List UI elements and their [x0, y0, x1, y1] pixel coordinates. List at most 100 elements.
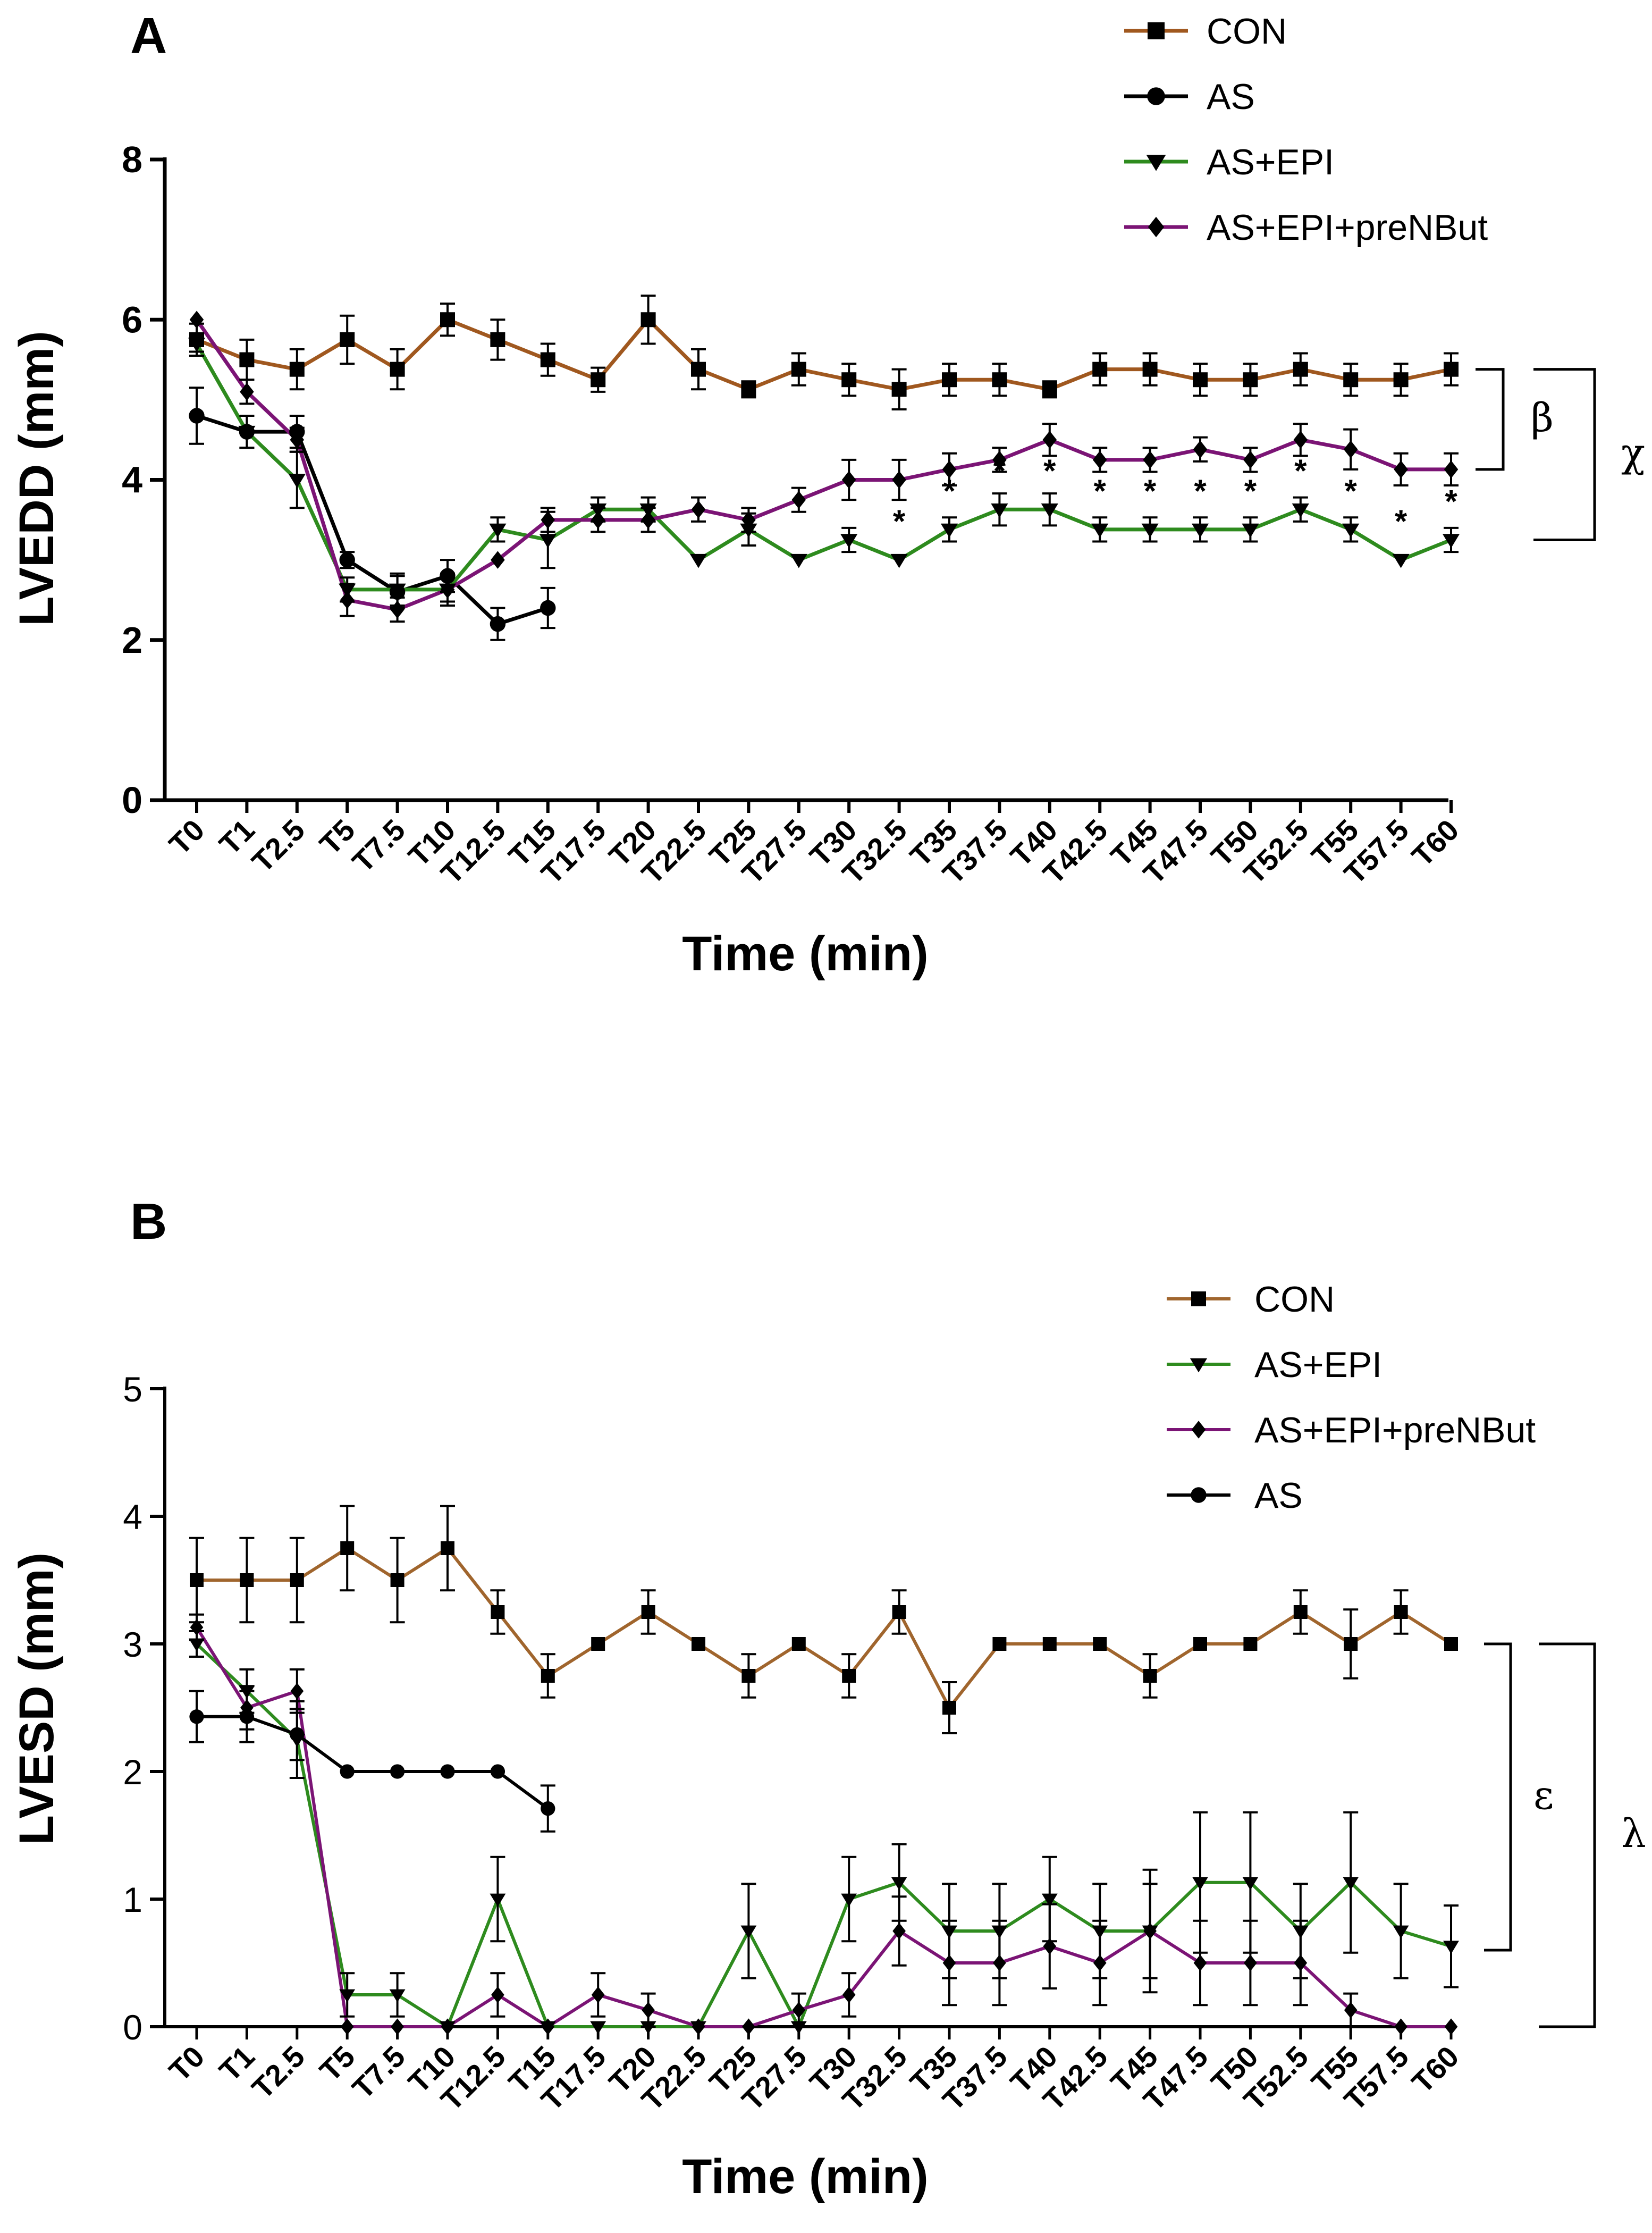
significance-star: *	[943, 473, 956, 509]
data-point	[339, 552, 355, 568]
data-point	[691, 500, 706, 519]
data-point	[1042, 1637, 1057, 1651]
significance-star: *	[893, 503, 906, 539]
significance-star: *	[1244, 473, 1257, 509]
data-point	[1343, 440, 1358, 459]
data-point	[1294, 1954, 1308, 1971]
x-tick-label: T2.5	[245, 2039, 311, 2105]
series-line-as	[197, 1715, 549, 1810]
legend-label: AS	[1207, 77, 1255, 117]
series-line-as-epi-prenbut	[195, 1626, 1451, 2028]
data-point	[689, 553, 707, 568]
data-point	[1193, 1637, 1207, 1651]
data-point	[1293, 1605, 1308, 1619]
data-point	[1042, 382, 1057, 397]
data-point	[590, 2021, 606, 2035]
data-point	[290, 1683, 304, 1700]
data-point	[741, 1669, 756, 1683]
data-point	[1092, 451, 1107, 469]
data-point	[842, 1669, 856, 1683]
data-point	[190, 1619, 204, 1636]
legend-marker	[1148, 216, 1165, 238]
legend-label: AS+EPI+preNBut	[1254, 1410, 1536, 1450]
data-point	[791, 491, 806, 509]
significance-star: *	[1445, 483, 1457, 519]
y-tick-label: 5	[123, 1370, 142, 1409]
data-point	[390, 600, 404, 619]
data-point	[340, 2018, 354, 2035]
significance-star: *	[1294, 453, 1307, 489]
data-point	[691, 362, 706, 377]
data-point	[642, 2002, 655, 2019]
data-point	[1243, 1637, 1258, 1651]
data-point	[791, 1637, 806, 1651]
data-point	[340, 1541, 355, 1555]
legend-label: CON	[1254, 1279, 1335, 1320]
data-point	[892, 471, 906, 489]
y-axis-title-b: LVESD (mm)	[10, 1552, 64, 1845]
data-point	[1293, 362, 1308, 377]
data-point	[391, 2018, 404, 2035]
series-line-as	[196, 414, 549, 626]
data-point	[491, 551, 505, 569]
data-point	[240, 1699, 254, 1716]
data-point	[1443, 1941, 1459, 1954]
data-point	[1143, 1669, 1157, 1683]
data-point	[589, 503, 607, 518]
data-point	[1444, 362, 1459, 377]
data-point	[640, 2021, 656, 2035]
data-point	[842, 1986, 856, 2003]
data-point	[441, 2018, 454, 2035]
data-point	[490, 1764, 505, 1779]
data-point	[1141, 523, 1159, 538]
data-point	[440, 312, 455, 328]
data-point	[992, 372, 1007, 388]
bracket-symbol: λ	[1621, 1811, 1646, 1857]
data-point	[190, 1573, 204, 1587]
data-point	[741, 511, 756, 529]
data-point	[1042, 431, 1057, 449]
y-tick-label: 2	[123, 1752, 142, 1792]
x-tick-label: T0	[163, 813, 211, 861]
significance-bracket	[1484, 1642, 1512, 1952]
data-point	[340, 1764, 355, 1779]
significance-star: *	[993, 453, 1006, 489]
series-line-as-epi	[195, 1642, 1452, 2028]
data-point	[841, 471, 856, 489]
data-point	[389, 1989, 406, 2003]
significance-star: *	[1395, 503, 1407, 539]
x-axis-title-a: Time (min)	[682, 927, 928, 981]
data-point	[340, 332, 355, 347]
y-tick-label: 4	[123, 1497, 142, 1537]
significance-star: *	[1194, 473, 1207, 509]
data-point	[491, 1986, 504, 2003]
data-point	[188, 338, 206, 352]
data-point	[591, 511, 605, 529]
series-line-as-epi	[195, 342, 1452, 592]
data-point	[941, 1925, 957, 1939]
data-point	[1344, 2002, 1358, 2019]
data-point	[992, 1637, 1007, 1651]
x-tick-label: T2.5	[245, 813, 311, 879]
y-tick-label: 0	[123, 2008, 142, 2047]
data-point	[840, 534, 858, 548]
legend-label: CON	[1207, 11, 1287, 52]
data-point	[591, 1637, 605, 1651]
data-point	[339, 1989, 356, 2003]
data-point	[390, 1764, 405, 1779]
y-tick-label: 3	[123, 1625, 142, 1664]
significance-bracket	[1476, 368, 1505, 471]
legend-label: AS+EPI+preNBut	[1207, 207, 1488, 248]
data-point	[390, 362, 405, 377]
data-point	[1394, 1605, 1408, 1619]
data-point	[1041, 1893, 1058, 1907]
y-tick-label: 6	[122, 299, 142, 340]
data-point	[1343, 1877, 1359, 1891]
y-tick-label: 4	[122, 459, 142, 501]
bracket-symbol: β	[1531, 395, 1554, 441]
data-point	[238, 425, 256, 440]
data-point	[240, 1573, 254, 1587]
data-point	[239, 1685, 255, 1699]
series-line-con	[197, 1547, 1452, 1709]
